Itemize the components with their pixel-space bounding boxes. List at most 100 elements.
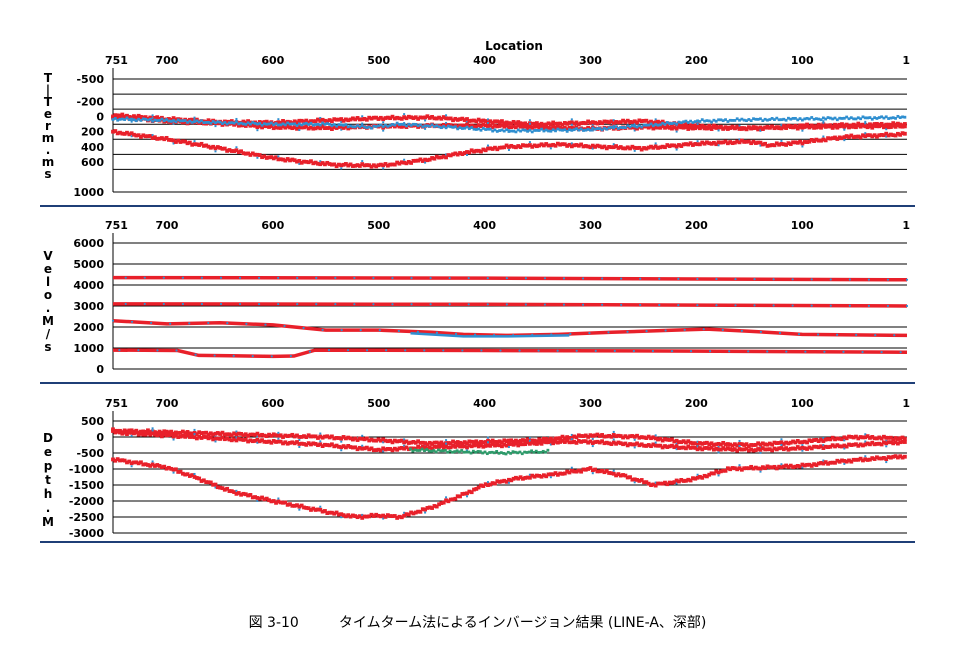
data-point xyxy=(113,114,118,119)
data-point xyxy=(693,123,698,128)
data-point xyxy=(677,303,680,307)
data-point xyxy=(870,134,875,139)
series-red xyxy=(111,427,907,449)
data-point xyxy=(504,452,508,456)
y-tick-label: -3000 xyxy=(69,527,105,540)
data-point xyxy=(809,124,814,129)
data-point xyxy=(260,125,264,130)
data-point xyxy=(805,116,809,120)
data-point xyxy=(717,445,720,448)
x-tick-label: 300 xyxy=(579,397,602,410)
data-point xyxy=(276,439,281,444)
data-point xyxy=(775,116,779,120)
data-point xyxy=(483,119,488,123)
data-point xyxy=(409,447,412,451)
data-point xyxy=(739,447,744,452)
data-point xyxy=(488,482,493,487)
data-point xyxy=(527,450,531,454)
data-point xyxy=(185,430,190,434)
data-point xyxy=(781,142,786,147)
data-point xyxy=(234,491,239,496)
data-point xyxy=(861,435,865,440)
data-point xyxy=(544,450,547,454)
data-point xyxy=(469,439,474,444)
data-point xyxy=(230,121,234,125)
data-point xyxy=(774,466,779,471)
data-point xyxy=(809,138,814,142)
data-point xyxy=(716,140,721,145)
data-point xyxy=(239,149,243,154)
data-point xyxy=(288,158,292,163)
data-point xyxy=(551,128,555,132)
data-point xyxy=(751,448,756,453)
data-point xyxy=(215,436,220,441)
data-point xyxy=(264,496,269,501)
data-point xyxy=(446,441,451,445)
data-point xyxy=(721,468,726,473)
data-point xyxy=(618,434,623,438)
data-point xyxy=(602,470,607,475)
data-point xyxy=(255,437,260,442)
data-point xyxy=(816,122,821,127)
data-point xyxy=(709,471,714,476)
data-point xyxy=(327,435,332,440)
data-point xyxy=(465,445,469,450)
data-point xyxy=(234,438,239,443)
data-point xyxy=(281,500,285,505)
data-point xyxy=(686,124,691,129)
data-point xyxy=(353,163,358,168)
data-point xyxy=(232,437,237,442)
data-point xyxy=(861,458,865,463)
data-point xyxy=(323,442,327,447)
y-axis-label-char: e xyxy=(44,107,52,121)
data-point xyxy=(702,141,707,146)
data-point xyxy=(222,146,227,151)
data-point xyxy=(539,441,544,446)
data-point xyxy=(523,121,528,126)
data-point xyxy=(549,476,552,479)
data-point xyxy=(365,349,369,352)
data-point xyxy=(297,125,302,129)
data-point xyxy=(586,125,591,130)
data-point xyxy=(481,484,486,488)
data-point xyxy=(115,457,120,462)
data-point xyxy=(717,118,720,122)
data-point xyxy=(532,474,537,479)
data-point xyxy=(639,478,644,482)
data-point xyxy=(360,446,365,451)
data-point xyxy=(392,162,397,167)
data-point xyxy=(364,445,369,450)
data-point xyxy=(635,126,639,131)
data-point xyxy=(858,135,863,140)
data-point xyxy=(581,467,586,472)
data-point xyxy=(381,163,386,168)
data-point xyxy=(472,127,476,131)
data-point xyxy=(870,435,875,439)
x-tick-label: 200 xyxy=(685,219,708,232)
data-point xyxy=(707,123,712,128)
data-point xyxy=(502,451,506,455)
data-point xyxy=(488,146,493,151)
data-point xyxy=(404,161,409,166)
data-point xyxy=(541,439,546,444)
data-point xyxy=(433,125,436,128)
data-point xyxy=(111,457,115,462)
data-point xyxy=(341,126,346,130)
data-point xyxy=(609,119,614,124)
data-point xyxy=(220,435,225,440)
data-point xyxy=(325,160,330,165)
data-point xyxy=(363,125,366,129)
data-point xyxy=(186,121,189,124)
data-point xyxy=(255,431,260,436)
data-point xyxy=(148,432,153,437)
data-point xyxy=(830,443,835,448)
data-point xyxy=(644,146,649,151)
data-point xyxy=(367,514,372,519)
data-point xyxy=(707,446,712,451)
data-point xyxy=(257,120,262,124)
data-point xyxy=(677,440,681,444)
data-point xyxy=(188,119,192,123)
data-point xyxy=(898,116,902,120)
data-point xyxy=(420,447,424,451)
data-point xyxy=(751,125,756,129)
